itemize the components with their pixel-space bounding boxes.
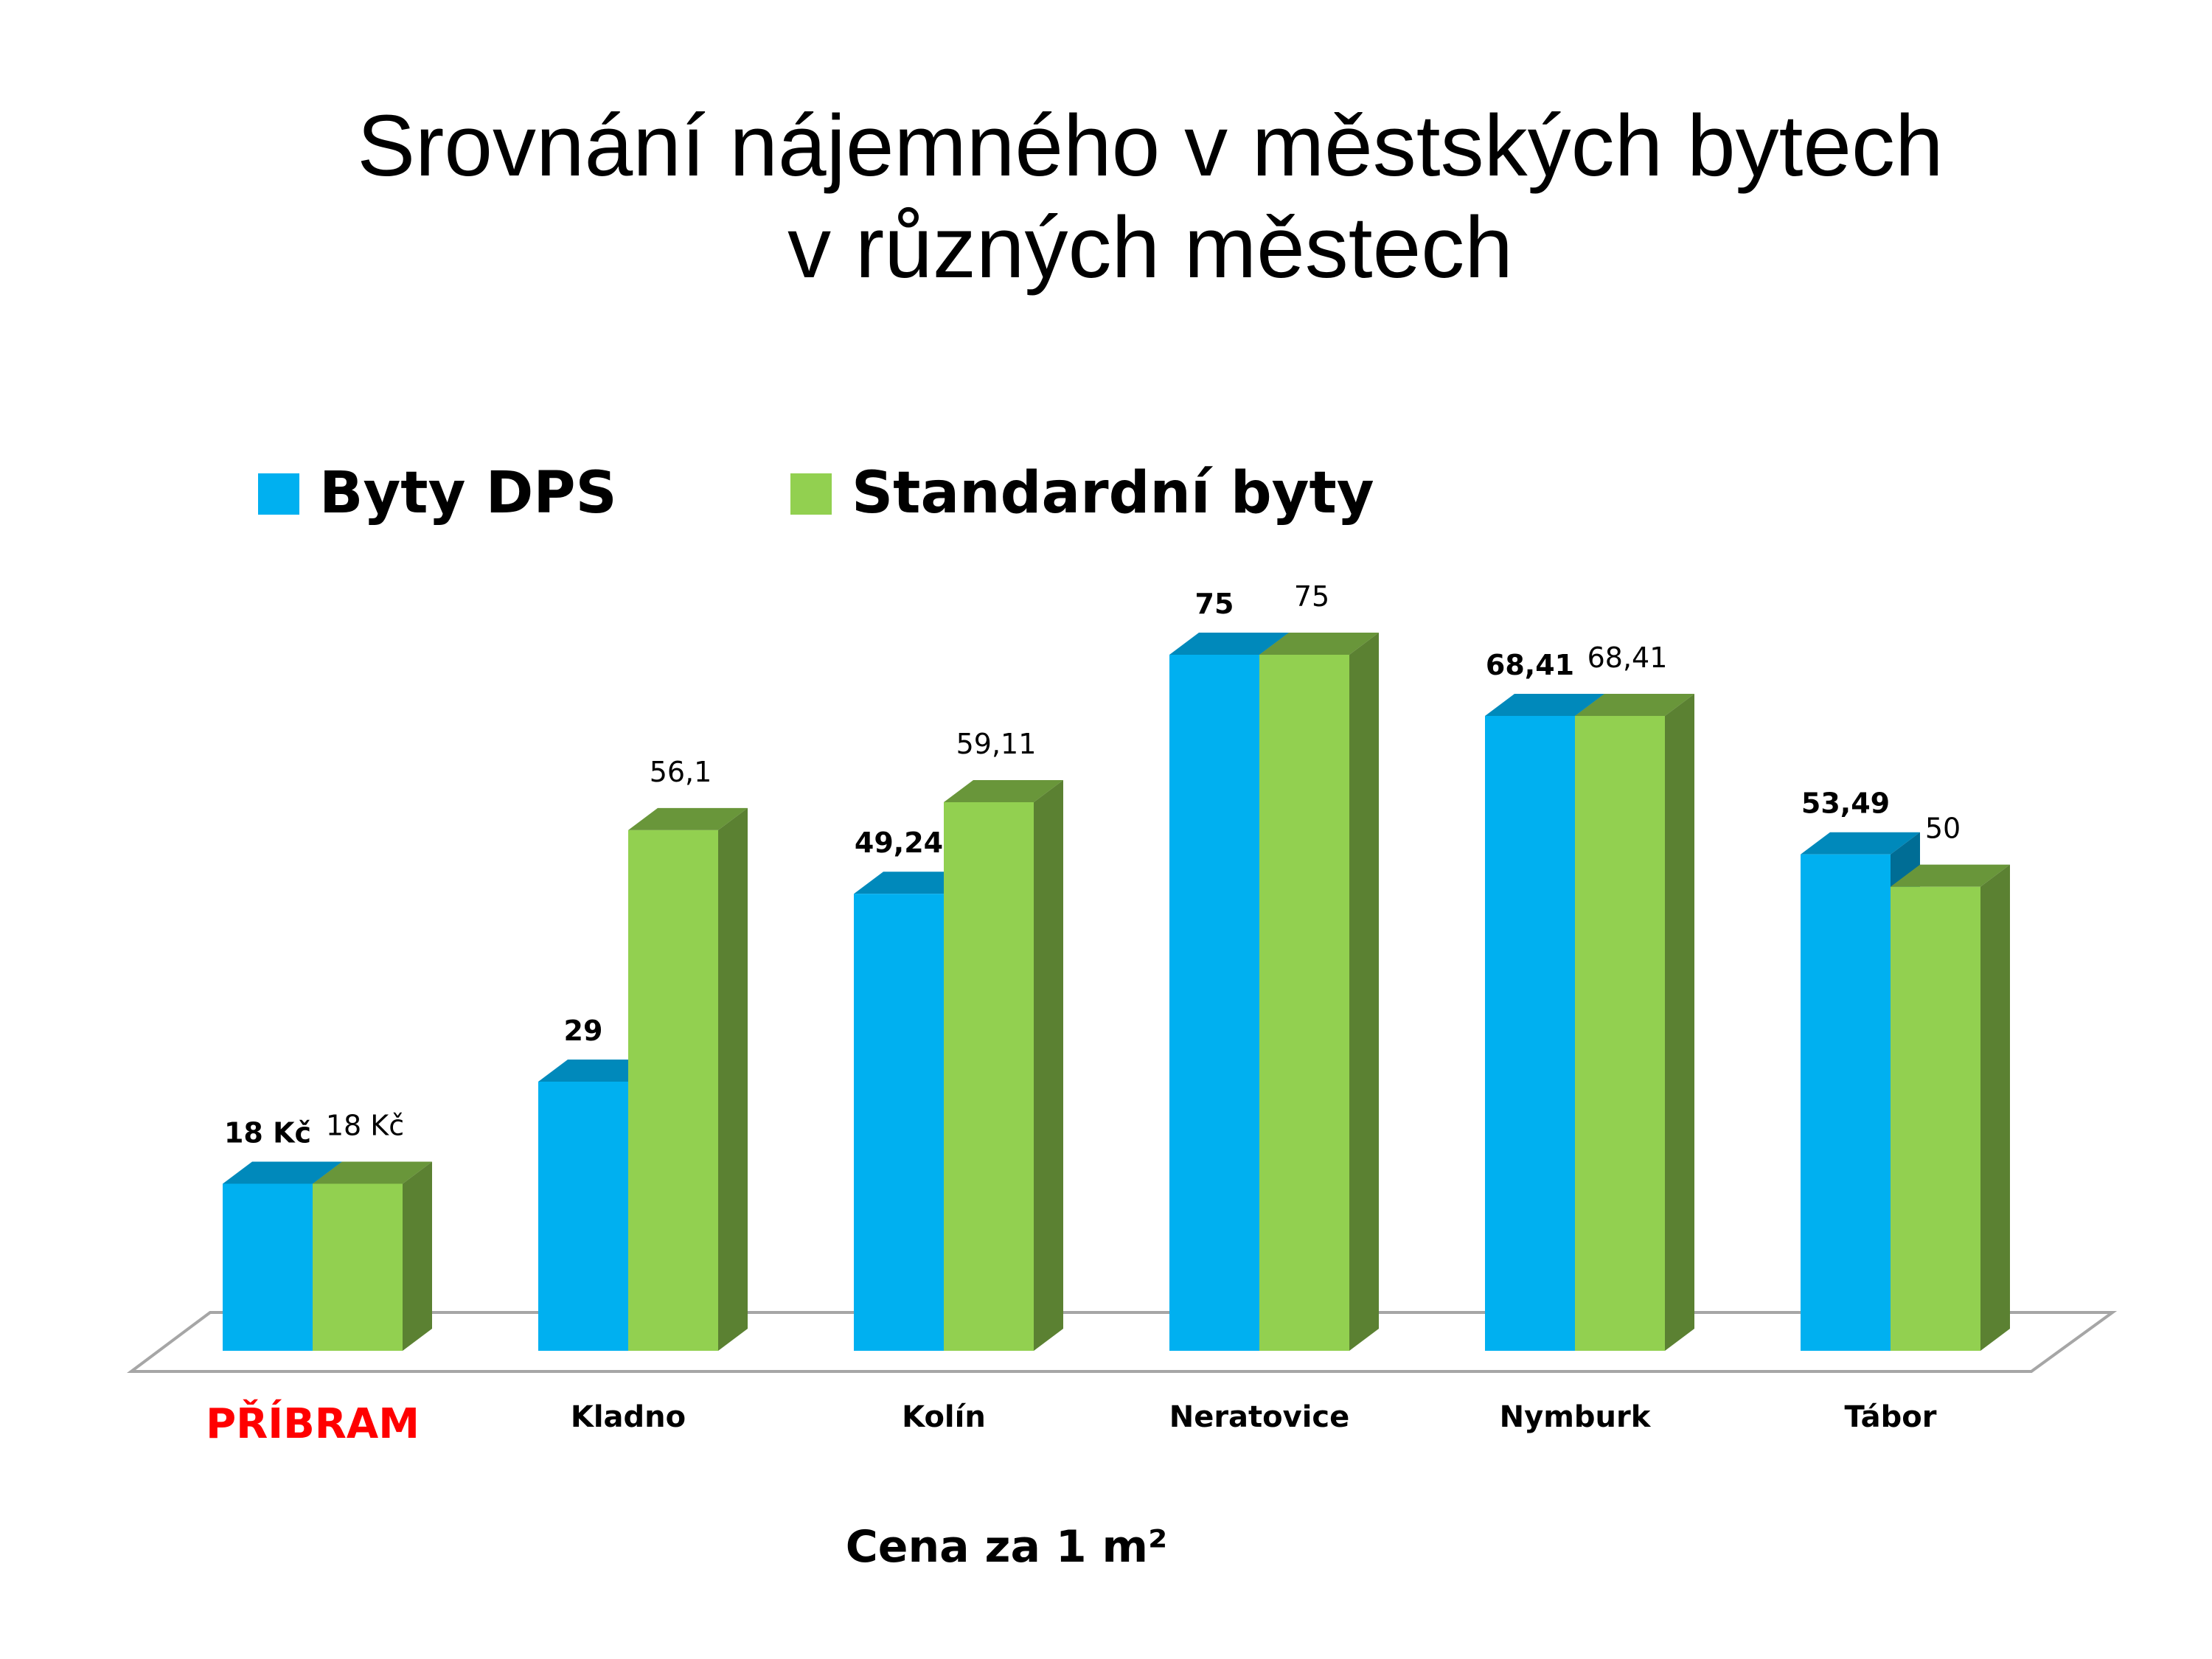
- bar-front-face: [223, 1183, 313, 1351]
- bar-side-face: [1349, 633, 1379, 1351]
- category-labels-layer: PŘÍBRAM Kladno Kolín Neratovice Nymburk Tábor: [206, 1399, 1937, 1448]
- bar-top-face: [538, 1059, 658, 1082]
- bar-front-face: [1169, 655, 1259, 1351]
- bar-side-face: [1665, 693, 1694, 1351]
- bar-top-face: [628, 807, 748, 830]
- bar-standardni-byty-tabor: [1891, 864, 2010, 1351]
- bar-top-face: [1485, 693, 1604, 716]
- bar-standardni-byty-nymburk: [1575, 693, 1694, 1351]
- bar-top-face: [223, 1161, 342, 1184]
- bar-top-face: [854, 872, 973, 894]
- value-label-byty-dps-kladno: 29: [564, 1015, 603, 1047]
- bar-front-face: [313, 1183, 403, 1351]
- bar-front-face: [538, 1081, 628, 1351]
- category-label-kolin: Kolín: [902, 1400, 986, 1434]
- value-label-byty-dps-pribram: 18 Kč: [224, 1116, 311, 1149]
- bar-front-face: [944, 802, 1034, 1351]
- value-label-byty-dps-nymburk: 68,41: [1486, 649, 1574, 681]
- value-label-standardni-byty-tabor: 50: [1925, 813, 1961, 845]
- bar-front-face: [628, 830, 718, 1351]
- category-label-kladno: Kladno: [571, 1400, 686, 1434]
- bar-top-face: [944, 780, 1063, 803]
- category-label-tabor: Tábor: [1845, 1400, 1937, 1434]
- category-label-neratovice: Neratovice: [1169, 1400, 1350, 1434]
- bar-front-face: [1485, 715, 1575, 1351]
- value-label-byty-dps-neratovice: 75: [1195, 588, 1234, 620]
- bar-front-face: [1801, 854, 1891, 1351]
- bar-side-face: [1034, 780, 1063, 1351]
- x-axis-caption: Cena za 1 m²: [846, 1521, 1168, 1573]
- bar-top-face: [1891, 864, 2010, 887]
- bar-side-face: [1980, 864, 2010, 1351]
- legend-label-byty-dps: Byty DPS: [319, 460, 617, 526]
- chart-title-line-2: v různých městech: [787, 199, 1513, 296]
- bars-layer: [223, 633, 2010, 1351]
- bar-top-face: [1169, 633, 1289, 655]
- bar-standardni-byty-kolin: [944, 780, 1063, 1351]
- bar-top-face: [1801, 832, 1920, 855]
- bar-front-face: [1891, 886, 1980, 1351]
- legend-label-standardni-byty: Standardní byty: [852, 460, 1374, 526]
- chart-title-line-1: Srovnání nájemného v městských bytech: [357, 97, 1943, 195]
- value-label-byty-dps-kolin: 49,24: [855, 827, 943, 859]
- bar-side-face: [403, 1161, 432, 1351]
- bar-top-face: [1575, 693, 1694, 716]
- bar-standardni-byty-pribram: [313, 1161, 432, 1351]
- legend-swatch-byty-dps: [258, 473, 299, 515]
- value-label-standardni-byty-kolin: 59,11: [956, 728, 1037, 760]
- bar-front-face: [1259, 655, 1349, 1351]
- bar-front-face: [1575, 715, 1665, 1351]
- value-labels-layer: 18 Kč 18 Kč 29 56,1 49,24 59,11 75 75 68,41 68,41…: [224, 580, 1961, 1149]
- bar-top-face: [1259, 633, 1379, 655]
- bar-front-face: [854, 894, 944, 1351]
- bar-top-face: [313, 1161, 432, 1184]
- category-label-pribram: PŘÍBRAM: [206, 1399, 420, 1448]
- bar-side-face: [718, 807, 748, 1351]
- value-label-standardni-byty-kladno: 56,1: [650, 756, 712, 788]
- value-label-standardni-byty-pribram: 18 Kč: [326, 1109, 404, 1141]
- bar-standardni-byty-kladno: [628, 807, 748, 1351]
- value-label-standardni-byty-neratovice: 75: [1294, 580, 1329, 613]
- value-label-standardni-byty-nymburk: 68,41: [1587, 641, 1668, 674]
- bar-standardni-byty-neratovice: [1259, 633, 1379, 1351]
- legend-swatch-standardni-byty: [790, 473, 832, 515]
- value-label-byty-dps-tabor: 53,49: [1801, 787, 1890, 820]
- category-label-nymburk: Nymburk: [1500, 1400, 1652, 1434]
- legend: Byty DPS Standardní byty: [258, 460, 1374, 526]
